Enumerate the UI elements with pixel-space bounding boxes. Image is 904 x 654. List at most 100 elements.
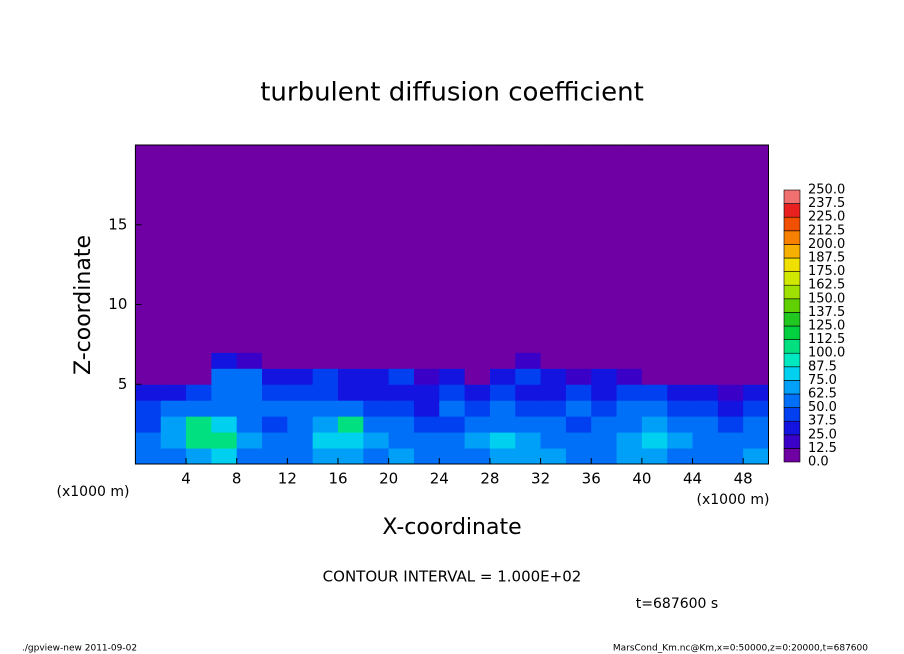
colorbar-label: 137.5	[808, 305, 845, 320]
cell	[540, 416, 567, 433]
cell	[363, 416, 390, 433]
cell	[160, 400, 187, 417]
cell	[717, 352, 744, 369]
colorbar-label: 112.5	[808, 332, 845, 347]
x-axis-label: X-coordinate	[382, 515, 521, 540]
x-tick-label: 44	[683, 470, 702, 488]
cell	[692, 400, 719, 417]
cell	[641, 400, 668, 417]
cell	[439, 352, 466, 369]
cell	[337, 448, 364, 465]
x-tick-label: 48	[734, 470, 753, 488]
cell	[591, 368, 618, 385]
cell	[413, 145, 440, 353]
cell	[363, 145, 390, 353]
cell	[540, 432, 567, 449]
cell	[211, 352, 238, 369]
cell	[641, 416, 668, 433]
cell	[287, 432, 314, 449]
y-axis-label: Z-coordinate	[71, 235, 96, 375]
cell	[312, 368, 339, 385]
cell	[439, 368, 466, 385]
colorbar-label: 225.0	[808, 210, 845, 225]
cell	[287, 368, 314, 385]
y-unit: (x1000 m)	[57, 484, 130, 500]
cell	[337, 416, 364, 433]
cell	[591, 145, 618, 353]
cell	[337, 145, 364, 353]
cell	[591, 416, 618, 433]
cell	[160, 352, 187, 369]
cell	[692, 352, 719, 369]
cell	[413, 384, 440, 401]
colorbar-label: 12.5	[808, 441, 837, 456]
cell	[135, 432, 162, 449]
cell	[312, 432, 339, 449]
cell	[186, 448, 212, 465]
cell	[717, 145, 744, 353]
cell	[363, 432, 390, 449]
colorbar-box	[783, 230, 801, 245]
cell	[565, 416, 592, 433]
cell	[616, 368, 643, 385]
cell	[363, 400, 390, 417]
cell	[616, 400, 643, 417]
cell	[186, 384, 212, 401]
cell	[692, 448, 719, 465]
cell	[186, 432, 212, 449]
cell	[262, 145, 288, 353]
colorbar-label: 75.0	[808, 373, 837, 388]
cell	[236, 416, 263, 433]
cell	[515, 416, 542, 433]
cell	[641, 432, 668, 449]
colorbar-box	[783, 339, 801, 354]
cell	[287, 145, 314, 353]
cell	[337, 352, 364, 369]
cell	[717, 432, 744, 449]
cell	[464, 400, 491, 417]
x-tick-label: 32	[531, 470, 550, 488]
x-tick-label: 8	[232, 470, 242, 488]
cell	[186, 352, 212, 369]
cell	[211, 145, 238, 353]
cell	[591, 432, 618, 449]
cell	[413, 368, 440, 385]
x-unit: (x1000 m)	[697, 492, 770, 508]
cell	[439, 432, 466, 449]
cell	[667, 384, 694, 401]
cell	[363, 368, 390, 385]
cell	[565, 352, 592, 369]
cell	[717, 384, 744, 401]
x-tick-label: 28	[480, 470, 499, 488]
x-tick-label: 40	[632, 470, 651, 488]
cell	[743, 384, 769, 401]
colorbar-box	[783, 352, 801, 368]
cell	[287, 400, 314, 417]
cell	[337, 400, 364, 417]
cell	[312, 416, 339, 433]
cell	[616, 448, 643, 465]
cell	[439, 400, 466, 417]
cell	[211, 416, 238, 433]
y-tick-label: 15	[108, 215, 127, 233]
colorbar-box	[783, 189, 801, 204]
colorbar-box	[783, 434, 801, 449]
cell	[337, 432, 364, 449]
footer-left: ./gpview-new 2011-09-02	[22, 644, 137, 654]
cell	[262, 352, 288, 369]
cell	[262, 368, 288, 385]
cell	[312, 400, 339, 417]
cell	[464, 145, 491, 353]
cell	[211, 432, 238, 449]
cell	[464, 384, 491, 401]
cell	[464, 368, 491, 385]
cell	[186, 145, 212, 353]
cell	[717, 448, 744, 465]
cell	[236, 448, 263, 465]
cell	[591, 448, 618, 465]
x-tick-label: 12	[278, 470, 297, 488]
cell	[515, 432, 542, 449]
cell	[540, 384, 567, 401]
cell	[717, 368, 744, 385]
cell	[489, 416, 516, 433]
